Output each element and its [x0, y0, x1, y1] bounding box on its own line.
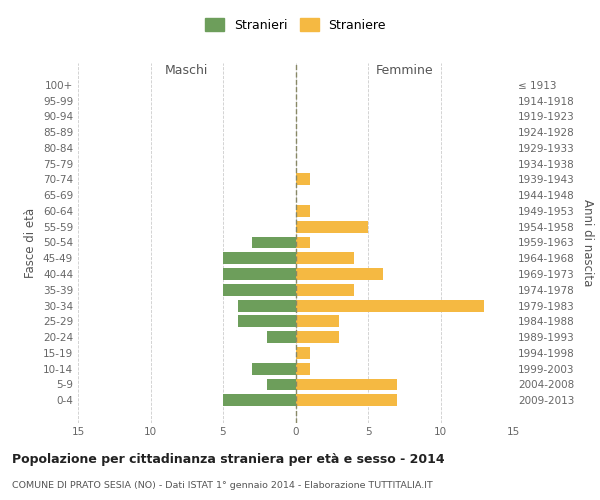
- Y-axis label: Anni di nascita: Anni di nascita: [581, 199, 594, 286]
- Text: Maschi: Maschi: [165, 64, 208, 77]
- Bar: [296, 268, 383, 280]
- Text: Femmine: Femmine: [376, 64, 433, 77]
- Bar: [296, 363, 310, 374]
- Bar: [252, 363, 296, 374]
- Bar: [296, 316, 339, 328]
- Bar: [238, 300, 296, 312]
- Bar: [296, 221, 368, 232]
- Bar: [266, 331, 296, 343]
- Bar: [296, 378, 397, 390]
- Bar: [238, 316, 296, 328]
- Bar: [223, 252, 296, 264]
- Text: COMUNE DI PRATO SESIA (NO) - Dati ISTAT 1° gennaio 2014 - Elaborazione TUTTITALI: COMUNE DI PRATO SESIA (NO) - Dati ISTAT …: [12, 481, 433, 490]
- Bar: [223, 394, 296, 406]
- Bar: [296, 347, 310, 359]
- Bar: [252, 236, 296, 248]
- Bar: [296, 300, 484, 312]
- Bar: [223, 284, 296, 296]
- Bar: [266, 378, 296, 390]
- Bar: [223, 268, 296, 280]
- Bar: [296, 284, 353, 296]
- Text: Popolazione per cittadinanza straniera per età e sesso - 2014: Popolazione per cittadinanza straniera p…: [12, 452, 445, 466]
- Bar: [296, 205, 310, 217]
- Legend: Stranieri, Straniere: Stranieri, Straniere: [205, 18, 386, 32]
- Bar: [296, 236, 310, 248]
- Bar: [296, 252, 353, 264]
- Bar: [296, 174, 310, 186]
- Y-axis label: Fasce di età: Fasce di età: [25, 208, 37, 278]
- Bar: [296, 331, 339, 343]
- Bar: [296, 394, 397, 406]
